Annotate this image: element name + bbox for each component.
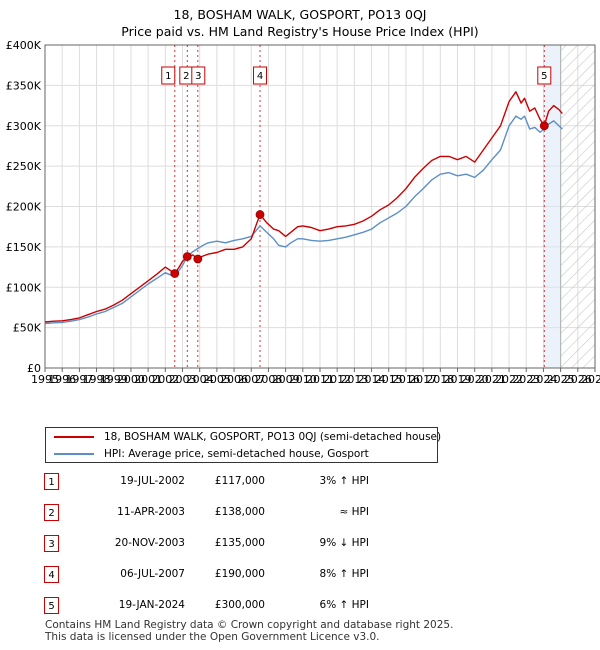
table-row: 1 19-JUL-2002 £117,000 3% ↑ HPI: [0, 473, 600, 493]
transaction-date: 19-JAN-2024: [118, 599, 185, 611]
title-line-1: 18, BOSHAM WALK, GOSPORT, PO13 0QJ: [173, 7, 427, 22]
x-tick-label: 2022: [495, 373, 523, 386]
legend-item-hpi: HPI: Average price, semi-detached house,…: [54, 446, 369, 462]
sale-point: [539, 121, 549, 131]
transaction-hpi: ≈ HPI: [339, 506, 369, 518]
x-tick-label: 1999: [100, 373, 128, 386]
y-tick-label: £400K: [6, 39, 42, 52]
sale-point: [193, 254, 203, 264]
y-tick-label: £0: [27, 362, 41, 375]
sale-number-box: [191, 66, 206, 85]
x-tick-label: 2017: [409, 373, 437, 386]
x-tick-label: 2015: [375, 373, 403, 386]
table-row: 3 20-NOV-2003 £135,000 9% ↓ HPI: [0, 535, 600, 555]
sale-number-label: 4: [257, 71, 263, 82]
y-tick-label: £150K: [6, 241, 42, 254]
sale-number-label: 1: [165, 71, 171, 82]
x-tick-label: 2023: [512, 373, 540, 386]
x-tick-label: 2010: [289, 373, 317, 386]
legend-label-property: 18, BOSHAM WALK, GOSPORT, PO13 0QJ (semi…: [104, 431, 442, 443]
future-region: [560, 45, 595, 368]
x-tick-label: 2024: [529, 373, 557, 386]
sale-point: [255, 210, 265, 219]
transaction-badge: 1: [44, 473, 59, 490]
legend-swatch-hpi: [54, 453, 94, 455]
legend: 18, BOSHAM WALK, GOSPORT, PO13 0QJ (semi…: [45, 427, 441, 463]
x-tick-label: 2014: [358, 373, 386, 386]
property-price-line: [44, 91, 563, 323]
y-tick-label: £100K: [6, 281, 42, 294]
x-tick-label: 2006: [220, 373, 248, 386]
x-tick-label: 2012: [323, 373, 351, 386]
x-tick-label: 2019: [444, 373, 472, 386]
y-tick-label: £50K: [13, 322, 42, 335]
x-tick-label: 2021: [478, 373, 506, 386]
recent-period-band: [544, 45, 561, 368]
x-tick-label: 1997: [65, 373, 93, 386]
sale-number-label: 2: [183, 71, 189, 82]
x-tick-label: 2000: [117, 373, 145, 386]
footer-attribution: Contains HM Land Registry data © Crown c…: [45, 619, 453, 643]
table-row: 2 11-APR-2003 £138,000 ≈ HPI: [0, 504, 600, 524]
transaction-date: 20-NOV-2003: [114, 537, 185, 549]
transaction-hpi: 9% ↓ HPI: [319, 537, 369, 549]
y-tick-label: £250K: [6, 160, 42, 173]
transaction-badge: 3: [44, 535, 59, 552]
y-tick-label: £300K: [6, 120, 42, 133]
x-tick-label: 2008: [254, 373, 282, 386]
x-tick-label: 1998: [83, 373, 111, 386]
sale-number-label: 5: [541, 71, 547, 82]
x-tick-label: 2002: [151, 373, 179, 386]
x-tick-label: 2005: [203, 373, 231, 386]
sale-number-box: [253, 66, 268, 85]
x-tick-label: 2003: [169, 373, 197, 386]
footer-line-1: Contains HM Land Registry data © Crown c…: [45, 619, 454, 631]
transaction-hpi: 8% ↑ HPI: [319, 568, 369, 580]
transaction-price: £300,000: [214, 599, 265, 611]
sale-number-box: [161, 66, 176, 85]
transaction-price: £135,000: [214, 537, 265, 549]
x-tick-label: 2013: [340, 373, 368, 386]
x-tick-label: 1995: [31, 373, 59, 386]
x-tick-label: 2004: [186, 373, 214, 386]
x-tick-label: 1996: [48, 373, 76, 386]
transaction-price: £117,000: [214, 475, 265, 487]
x-tick-label: 2020: [461, 373, 489, 386]
transaction-badge: 5: [44, 597, 59, 614]
x-tick-label: 2016: [392, 373, 420, 386]
legend-swatch-property: [54, 436, 94, 438]
transaction-date: 11-APR-2003: [117, 506, 185, 518]
chart-title: 18, BOSHAM WALK, GOSPORT, PO13 0QJ Price…: [0, 6, 600, 40]
sale-point: [170, 269, 180, 278]
transaction-badge: 4: [44, 566, 59, 583]
sale-number-label: 3: [195, 71, 201, 82]
y-tick-label: £350K: [6, 79, 42, 92]
x-tick-label: 2025: [547, 373, 575, 386]
table-row: 5 19-JAN-2024 £300,000 6% ↑ HPI: [0, 597, 600, 617]
transaction-price: £190,000: [214, 568, 265, 580]
x-tick-label: 2007: [237, 373, 265, 386]
transaction-badge: 2: [44, 504, 59, 521]
transaction-price: £138,000: [214, 506, 265, 518]
y-tick-label: £200K: [6, 201, 42, 214]
price-chart: £0 £50K £100K £150K £200K £250K £300K £350K £400…: [6, 39, 600, 386]
hpi-line: [44, 115, 563, 325]
transaction-date: 19-JUL-2002: [120, 475, 185, 487]
legend-item-property: 18, BOSHAM WALK, GOSPORT, PO13 0QJ (semi…: [54, 429, 441, 445]
sale-number-box: [537, 66, 552, 85]
sale-point: [182, 252, 192, 261]
transaction-date: 06-JUL-2007: [120, 568, 185, 580]
table-row: 4 06-JUL-2007 £190,000 8% ↑ HPI: [0, 566, 600, 586]
x-tick-label: 2011: [306, 373, 334, 386]
title-line-2: Price paid vs. HM Land Registry's House …: [121, 24, 479, 39]
footer-line-2: This data is licensed under the Open Gov…: [45, 631, 380, 643]
x-tick-label: 2027: [581, 373, 600, 386]
transaction-hpi: 6% ↑ HPI: [319, 599, 369, 611]
x-tick-label: 2018: [426, 373, 454, 386]
x-tick-label: 2001: [134, 373, 162, 386]
x-tick-label: 2026: [564, 373, 592, 386]
transaction-hpi: 3% ↑ HPI: [319, 475, 369, 487]
x-tick-label: 2009: [272, 373, 300, 386]
legend-label-hpi: HPI: Average price, semi-detached house,…: [104, 448, 369, 460]
